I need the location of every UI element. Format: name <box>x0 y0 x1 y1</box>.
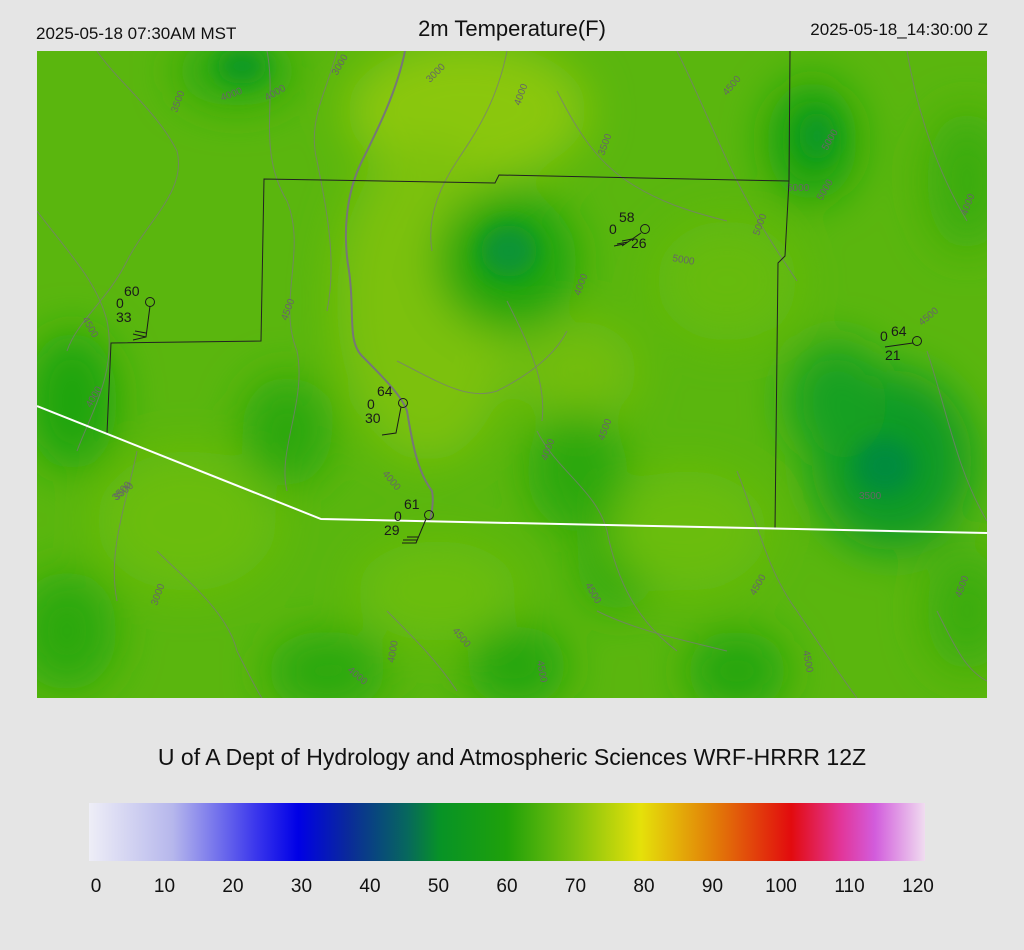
station-plot: 640 21 <box>880 323 922 363</box>
station-dewpoint: 33 <box>116 309 132 325</box>
temperature-shading <box>37 51 987 698</box>
highway-line <box>344 51 434 522</box>
colorbar-gradient <box>89 803 925 861</box>
station-temperature: 64 <box>891 323 907 339</box>
colorbar-tick-label: 80 <box>633 876 655 897</box>
station-precip: 0 <box>880 328 888 344</box>
station-temperature: 60 <box>124 283 140 299</box>
station-precip: 0 <box>609 221 617 237</box>
wind-barb <box>402 518 427 544</box>
station-plot: 580 26 <box>609 209 650 251</box>
contour-label: 4000 <box>386 639 401 663</box>
contour-label: 5000 <box>787 183 810 194</box>
colorbar-tick-label: 40 <box>359 876 381 897</box>
station-circle <box>912 336 922 346</box>
colorbar-tick-label: 50 <box>427 876 450 897</box>
station-dewpoint: 30 <box>365 410 381 426</box>
county-boundaries <box>106 51 791 530</box>
station-temperature: 61 <box>404 496 420 512</box>
footer-caption: U of A Dept of Hydrology and Atmospheric… <box>157 744 867 770</box>
contour-label: 4500 <box>534 660 549 684</box>
station-dewpoint: 26 <box>631 235 647 251</box>
station-temperature: 58 <box>619 209 635 225</box>
local-time-label: 2025-05-18 07:30AM MST <box>36 24 237 43</box>
border-line <box>37 405 987 534</box>
station-dewpoint: 21 <box>885 347 901 363</box>
colorbar-tick-label: 30 <box>290 876 313 897</box>
colorbar-tick-label: 100 <box>765 876 797 897</box>
temperature-map: 3500 3000 4000 4000 3000 4000 3500 4500 5000 5000… <box>37 51 987 698</box>
wind-barb <box>132 305 151 341</box>
terrain-contours <box>37 51 987 698</box>
wind-barb <box>381 406 402 436</box>
station-temperature: 64 <box>377 383 393 399</box>
contour-label: 3500 <box>859 491 882 502</box>
colorbar <box>89 803 925 861</box>
colorbar-tick-label: 110 <box>834 876 865 897</box>
contour-label: 4500 <box>800 650 815 674</box>
station-circle <box>640 224 650 234</box>
colorbar-tick-label: 120 <box>902 876 934 897</box>
wind-barb <box>884 342 914 348</box>
station-precip: 0 <box>394 508 402 524</box>
colorbar-tick-label: 0 <box>90 876 102 897</box>
station-precip: 0 <box>116 295 124 311</box>
station-circle <box>424 510 434 520</box>
station-dewpoint: 29 <box>384 522 400 538</box>
contour-label: 5000 <box>671 253 695 268</box>
utc-time-label: 2025-05-18_14:30:00 Z <box>810 20 988 39</box>
colorbar-tick-label: 10 <box>153 876 176 897</box>
colorbar-tick-label: 70 <box>564 876 587 897</box>
temperature-shading-cores <box>217 51 915 494</box>
wind-barb <box>613 232 642 247</box>
colorbar-tick-label: 60 <box>496 876 518 897</box>
station-precip: 0 <box>367 396 375 412</box>
colorbar-tick-label: 90 <box>701 876 724 897</box>
colorbar-tick-label: 20 <box>222 876 244 897</box>
station-circle <box>398 398 408 408</box>
colorbar-ticks: 0 10 20 30 40 50 60 70 80 90 100 110 120 <box>0 876 1024 900</box>
map-title: 2m Temperature(F) <box>418 16 606 41</box>
